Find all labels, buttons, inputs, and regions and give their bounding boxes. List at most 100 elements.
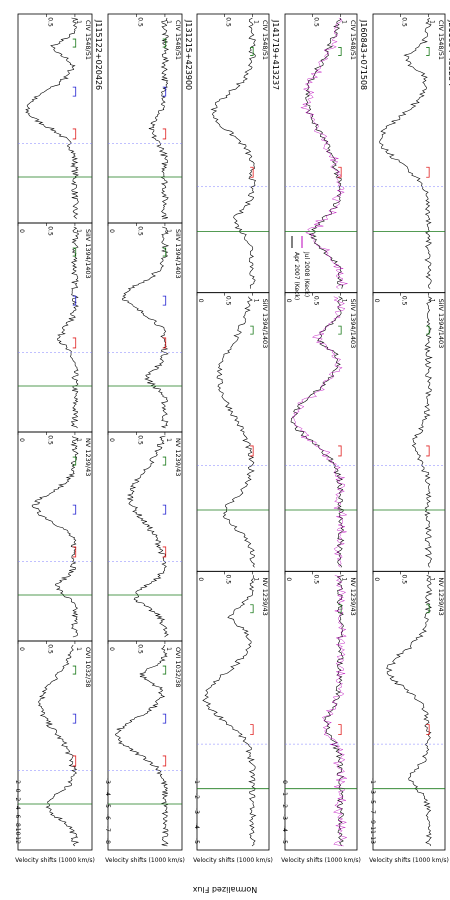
y-tick-label: 0 bbox=[18, 647, 25, 651]
spectrum-line bbox=[31, 435, 79, 638]
blue-bracket bbox=[72, 713, 77, 724]
y-tick-label: 0.5 bbox=[136, 435, 143, 445]
panel-label: CIV 1548/51 bbox=[174, 20, 182, 60]
panel-label: SiIV 1394/1403 bbox=[261, 299, 269, 349]
chart-column-3: J160843+071508 0.5 1 CIV 1548/51 0 0.5 1 SiIV 1… bbox=[281, 13, 368, 864]
y-tick-label: 1 bbox=[75, 20, 82, 24]
panel-1: 0 0.5 1 SiIV 1394/1403 bbox=[284, 292, 358, 572]
panel-1: 0 0.5 1 SiIV 1394/1403 bbox=[372, 292, 446, 572]
panel-label: SiIV 1394/1403 bbox=[349, 299, 357, 349]
x-tick-label: 2 bbox=[14, 780, 21, 784]
y-tick-label: 0.5 bbox=[225, 17, 232, 27]
x-tick-label: -6 bbox=[104, 814, 111, 820]
y-tick-label: 0 bbox=[373, 577, 380, 581]
red-bracket bbox=[162, 337, 167, 349]
spectrum-line bbox=[57, 226, 79, 429]
chart-title: J141719+413237 bbox=[271, 19, 280, 90]
x-tick-label: -12 bbox=[14, 834, 21, 844]
panel-2: 0 0.5 1 NV 1239/43 bbox=[196, 570, 270, 851]
y-tick-label: 1 bbox=[340, 20, 347, 24]
x-tick-label: -2 bbox=[14, 795, 21, 801]
panel-frame bbox=[196, 13, 270, 294]
red-bracket bbox=[338, 724, 342, 735]
spectrum-line bbox=[323, 575, 345, 847]
green-bracket bbox=[162, 456, 167, 466]
blue-bracket bbox=[72, 295, 77, 306]
y-tick-label: 1 bbox=[165, 229, 172, 233]
panel-frame bbox=[17, 13, 93, 224]
overlay-spectrum-line bbox=[291, 296, 348, 568]
red-bracket bbox=[72, 128, 77, 140]
panel-frame bbox=[17, 431, 93, 642]
x-tick-label: -13 bbox=[369, 834, 376, 844]
panel-0: 0.5 1 CIV 1548/51 bbox=[196, 13, 270, 294]
panel-frame bbox=[372, 292, 446, 572]
x-tick-label: -4 bbox=[193, 823, 200, 829]
y-tick-label: 0.5 bbox=[136, 644, 143, 654]
y-tick-label: 0.5 bbox=[401, 575, 408, 585]
y-tick-label: 0.5 bbox=[313, 17, 320, 27]
legend-entry: Apr 2007 (Keck) bbox=[293, 252, 300, 300]
y-tick-label: 0 bbox=[18, 438, 25, 442]
panel-2: 0 0.5 1 NV 1239/43 bbox=[284, 570, 358, 851]
y-tick-label: 0.5 bbox=[225, 575, 232, 585]
blue-bracket bbox=[72, 86, 77, 97]
panel-label: OVI 1032/38 bbox=[174, 647, 182, 687]
panel-label: SiIV 1394/1403 bbox=[84, 229, 92, 279]
panel-3: 0 0.5 1 OVI 1032/38 bbox=[17, 640, 93, 851]
green-bracket bbox=[250, 47, 254, 56]
y-tick-label: 0.5 bbox=[46, 226, 53, 236]
panel-0: 0.5 1 CIV 1548/51 bbox=[284, 13, 358, 294]
panel-1: 0 0.5 1 SiIV 1394/1403 bbox=[17, 222, 93, 433]
y-tick-label: 1 bbox=[165, 647, 172, 651]
green-bracket bbox=[426, 604, 430, 614]
y-tick-label: 0 bbox=[18, 229, 25, 233]
red-bracket bbox=[72, 337, 77, 349]
x-axis-label: Velocity shifts (1000 km/s) bbox=[193, 857, 273, 864]
x-tick-label: -3 bbox=[193, 808, 200, 814]
y-tick-label: 0 bbox=[108, 647, 115, 651]
green-bracket bbox=[72, 247, 77, 257]
spectrum-line bbox=[122, 226, 170, 429]
x-tick-label: -2 bbox=[281, 802, 288, 808]
y-tick-label: 0.5 bbox=[46, 435, 53, 445]
spectrum-line bbox=[202, 575, 257, 847]
x-tick-label: -1 bbox=[193, 778, 200, 784]
panel-frame bbox=[107, 640, 183, 851]
y-tick-label: 1 bbox=[428, 20, 435, 24]
chart-title: J160843+071508 bbox=[359, 19, 368, 90]
panel-label: SiIV 1394/1403 bbox=[437, 299, 445, 349]
chart-title: J211654-433234 bbox=[447, 19, 450, 86]
green-bracket bbox=[338, 604, 342, 614]
spectrum-line bbox=[216, 296, 255, 568]
red-bracket bbox=[162, 128, 167, 140]
y-tick-label: 0.5 bbox=[313, 575, 320, 585]
y-tick-label: 1 bbox=[165, 438, 172, 442]
overlay-spectrum-line bbox=[321, 575, 348, 847]
panel-frame bbox=[284, 570, 358, 851]
y-tick-label: 1 bbox=[75, 229, 82, 233]
spectrum-line bbox=[38, 644, 80, 847]
blue-bracket bbox=[162, 504, 167, 515]
x-tick-label: -4 bbox=[14, 804, 21, 810]
y-tick-label: 0.5 bbox=[46, 17, 53, 27]
panel-label: CIV 1548/51 bbox=[349, 20, 357, 60]
x-axis-label: Velocity shifts (1000 km/s) bbox=[369, 857, 449, 864]
legend: Apr 2007 (Keck) Jul 2008 (Keck) bbox=[291, 236, 310, 300]
panel-0: 0.5 1 CIV 1548/51 bbox=[107, 13, 183, 224]
spectrum-line bbox=[210, 17, 256, 289]
x-tick-label: -3 bbox=[104, 778, 111, 784]
red-bracket bbox=[426, 166, 430, 178]
panel-3: 0 0.5 1 OVI 1032/38 bbox=[107, 640, 183, 851]
panel-label: CIV 1548/51 bbox=[437, 20, 445, 60]
red-bracket bbox=[250, 166, 254, 178]
panel-label: OVI 1032/38 bbox=[84, 647, 92, 687]
x-tick-label: -3 bbox=[369, 788, 376, 794]
blue-bracket bbox=[72, 504, 77, 515]
x-tick-label: -1 bbox=[369, 778, 376, 784]
spectrum-line bbox=[127, 435, 169, 638]
red-bracket bbox=[72, 755, 77, 767]
x-tick-label: -3 bbox=[281, 814, 288, 820]
panel-frame bbox=[196, 292, 270, 572]
